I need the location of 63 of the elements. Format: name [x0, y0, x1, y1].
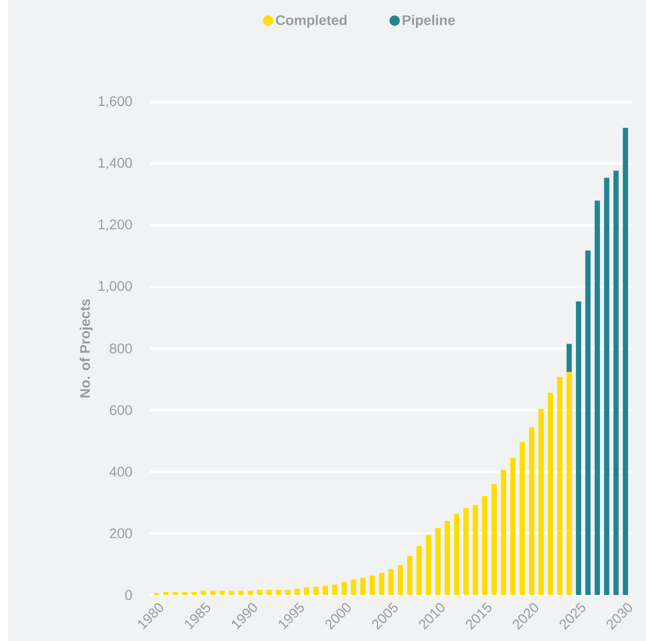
bar	[492, 484, 497, 595]
bar	[163, 592, 169, 595]
bar	[266, 590, 272, 595]
bar	[257, 590, 262, 595]
bar	[341, 582, 347, 595]
bar	[529, 427, 534, 595]
bar	[566, 344, 572, 372]
y-tick-label: 400	[110, 466, 132, 477]
bar	[379, 572, 384, 595]
bar	[538, 408, 544, 595]
bar	[585, 250, 591, 595]
legend-label: Pipeline	[402, 14, 455, 28]
y-tick-label: 1,400	[98, 158, 132, 170]
bar	[482, 496, 488, 595]
bar	[388, 569, 394, 595]
bar	[576, 301, 582, 595]
bar	[172, 592, 178, 595]
y-tick-label: 1,000	[98, 281, 132, 293]
bar	[220, 590, 225, 595]
bar	[472, 505, 478, 595]
bar	[228, 590, 234, 595]
bar	[426, 534, 432, 595]
bar	[285, 590, 290, 595]
y-tick-label: 600	[110, 405, 132, 416]
bar	[613, 170, 619, 595]
bar	[463, 508, 469, 595]
bar	[360, 578, 366, 595]
bar	[416, 546, 422, 595]
bar	[322, 586, 328, 595]
bar	[304, 588, 310, 595]
bar	[332, 584, 338, 595]
y-tick-label: 1,200	[98, 219, 132, 232]
y-tick-label: 1,600	[98, 96, 132, 108]
y-tick-label: 200	[110, 528, 132, 538]
y-tick-label: 0	[125, 590, 132, 600]
bar	[191, 592, 197, 595]
bar	[238, 590, 244, 595]
bar	[182, 592, 188, 595]
bar	[566, 372, 572, 595]
bar	[435, 528, 441, 595]
bar	[454, 514, 460, 595]
bar	[510, 458, 516, 595]
bar	[276, 590, 282, 595]
legend-label: Completed	[276, 14, 347, 28]
bar	[350, 580, 356, 595]
bar	[520, 442, 525, 595]
y-axis-title: No. of Projects	[80, 299, 93, 398]
bar	[313, 586, 319, 595]
bar	[622, 128, 628, 595]
bar	[444, 521, 450, 595]
bar	[407, 556, 412, 595]
bar	[594, 200, 600, 595]
bar	[248, 590, 253, 595]
bar	[200, 590, 206, 595]
bar	[548, 392, 554, 595]
bar	[398, 565, 404, 595]
bar	[500, 470, 506, 595]
bar	[604, 178, 610, 595]
bar	[210, 590, 216, 595]
bar	[294, 588, 300, 595]
bar	[370, 576, 375, 595]
bar	[557, 376, 562, 595]
y-tick-label: 800	[110, 344, 132, 354]
